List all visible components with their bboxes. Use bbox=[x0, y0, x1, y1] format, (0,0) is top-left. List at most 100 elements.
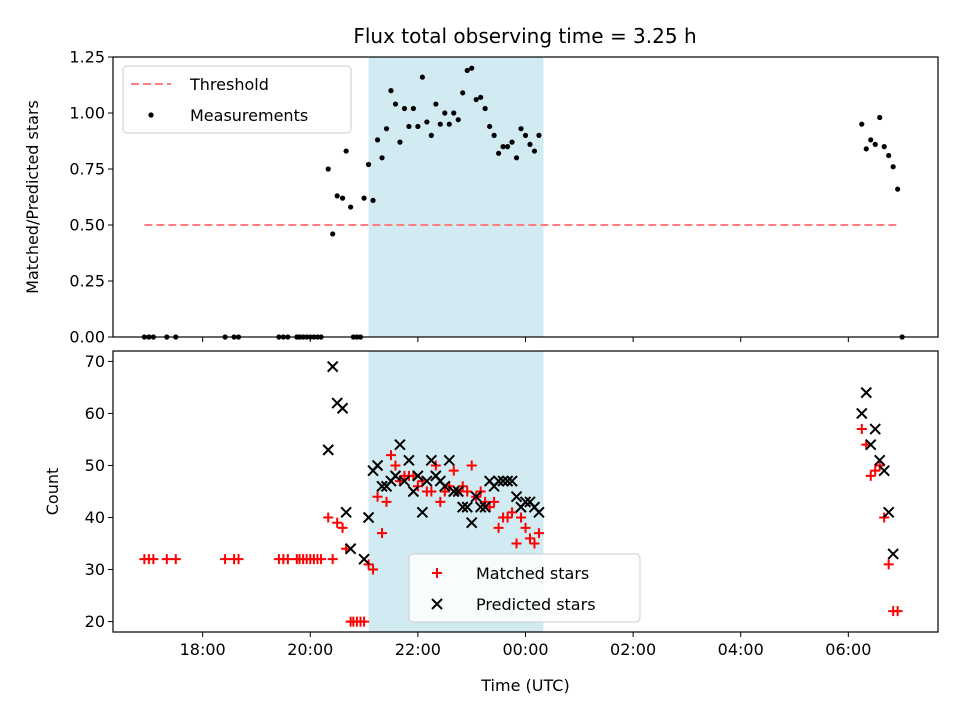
y-tick-label: 40 bbox=[85, 508, 105, 527]
legend-predicted-label: Predicted stars bbox=[476, 595, 596, 614]
data-point bbox=[385, 450, 396, 461]
data-point bbox=[377, 528, 388, 539]
data-point bbox=[504, 144, 511, 150]
data-point bbox=[519, 496, 532, 508]
data-point bbox=[410, 105, 417, 112]
data-point bbox=[491, 132, 497, 138]
data-point bbox=[886, 152, 892, 159]
x-tick-label: 20:00 bbox=[287, 640, 333, 659]
legend-predicted-swatch bbox=[431, 598, 443, 610]
y-axis-label: Count bbox=[43, 468, 62, 516]
data-point bbox=[878, 464, 890, 477]
data-point bbox=[518, 126, 524, 132]
data-point bbox=[325, 166, 331, 172]
data-point bbox=[461, 501, 473, 513]
x-tick-label: 06:00 bbox=[825, 640, 871, 659]
data-point bbox=[379, 155, 385, 161]
data-point bbox=[474, 501, 487, 513]
data-point bbox=[392, 101, 399, 107]
legend-box bbox=[408, 553, 641, 623]
data-point bbox=[233, 554, 244, 565]
data-point bbox=[323, 512, 334, 523]
legend-measurements-swatch bbox=[148, 112, 154, 118]
data-point bbox=[451, 110, 457, 116]
data-point bbox=[882, 506, 895, 519]
chart-title: Flux total observing time = 3.25 h bbox=[353, 24, 696, 48]
legend-box bbox=[122, 65, 352, 134]
data-point bbox=[870, 465, 881, 476]
data-point bbox=[522, 132, 529, 138]
data-point bbox=[389, 470, 402, 482]
data-point bbox=[344, 543, 357, 555]
legend-threshold-label: Threshold bbox=[189, 75, 269, 94]
data-point bbox=[874, 454, 886, 466]
data-point bbox=[507, 507, 518, 518]
data-point bbox=[394, 438, 406, 451]
data-point bbox=[343, 148, 349, 154]
legend-measurements-label: Measurements bbox=[190, 106, 308, 125]
data-point bbox=[887, 548, 899, 560]
data-point bbox=[374, 137, 381, 143]
y-tick-label: 1.25 bbox=[69, 48, 105, 67]
data-point bbox=[398, 475, 411, 487]
data-point bbox=[501, 475, 514, 487]
data-point bbox=[863, 146, 869, 152]
data-point bbox=[497, 475, 509, 487]
data-point bbox=[470, 490, 482, 503]
data-point bbox=[407, 485, 420, 498]
data-point bbox=[524, 533, 535, 544]
series-predicted-stars bbox=[322, 360, 899, 565]
data-point bbox=[516, 512, 527, 523]
data-point bbox=[419, 74, 425, 80]
data-point bbox=[466, 460, 477, 471]
data-point bbox=[326, 360, 339, 373]
x-tick-label: 00:00 bbox=[502, 640, 548, 659]
data-point bbox=[372, 491, 383, 502]
bottom-panel: 20 30 40 50 60 70 18:00 20:00 22:00 00:00 02:00 04:… bbox=[43, 350, 939, 695]
data-point bbox=[527, 141, 533, 147]
data-point bbox=[495, 150, 502, 156]
data-point bbox=[493, 522, 504, 533]
data-point bbox=[856, 424, 867, 435]
x-tick-label: 02:00 bbox=[610, 640, 656, 659]
data-point bbox=[359, 616, 370, 627]
data-point bbox=[148, 554, 159, 565]
data-point bbox=[339, 195, 346, 201]
data-point bbox=[500, 144, 506, 150]
data-point bbox=[370, 197, 376, 203]
y-tick-label: 1.00 bbox=[69, 104, 105, 123]
data-point bbox=[489, 496, 500, 507]
data-point bbox=[446, 121, 452, 127]
data-point bbox=[536, 132, 542, 138]
y-tick-label: 0.75 bbox=[69, 160, 105, 179]
data-point bbox=[892, 606, 903, 617]
legend: Matched stars Predicted stars bbox=[408, 553, 641, 623]
data-point bbox=[865, 438, 877, 451]
data-point bbox=[473, 96, 479, 103]
data-point bbox=[336, 402, 349, 414]
legend-matched-label: Matched stars bbox=[476, 564, 589, 583]
x-tick-label: 22:00 bbox=[395, 640, 441, 659]
data-point bbox=[383, 126, 390, 132]
y-axis-label: Matched/Predicted stars bbox=[23, 100, 42, 294]
data-point bbox=[376, 480, 388, 493]
data-point bbox=[511, 538, 522, 549]
data-point bbox=[895, 186, 901, 192]
data-point bbox=[881, 144, 887, 150]
data-point bbox=[469, 65, 475, 71]
y-tick-label: 30 bbox=[85, 560, 105, 579]
data-point bbox=[533, 528, 544, 539]
legend-matched-swatch bbox=[432, 568, 442, 578]
data-point bbox=[492, 475, 505, 487]
data-point bbox=[406, 123, 412, 130]
y-tick-label: 0.25 bbox=[69, 272, 105, 291]
data-point bbox=[397, 139, 403, 145]
data-point bbox=[435, 496, 446, 507]
data-point bbox=[883, 559, 894, 570]
data-point bbox=[322, 444, 334, 456]
data-point bbox=[437, 121, 443, 127]
data-point bbox=[506, 475, 518, 487]
y-tick-label: 70 bbox=[85, 352, 105, 371]
data-point bbox=[362, 511, 375, 524]
